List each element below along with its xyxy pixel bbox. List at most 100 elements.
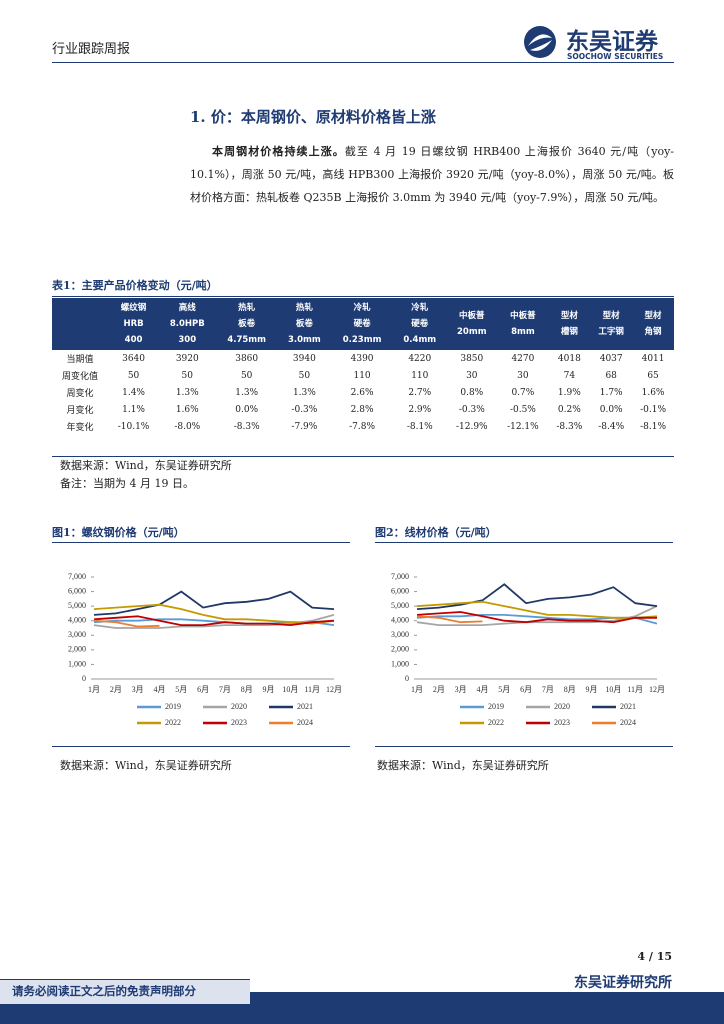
y-tick-label: 1,000 [391, 659, 409, 668]
brand-en: SOOCHOW SECURITIES [567, 52, 664, 61]
x-tick-label: 8月 [241, 685, 253, 694]
header-line: 3.0mm [287, 335, 321, 345]
chart: 0 1,000 2,000 3,000 4,000 5,000 6,000 7,000 1月 2月… [68, 572, 342, 727]
rule [52, 746, 350, 747]
y-tick-label: 4,000 [391, 616, 409, 625]
header-line: 板卷 [295, 319, 313, 329]
chart-title: 图2：线材价格（元/吨） [375, 526, 497, 539]
table: 螺纹钢 HRB 400 高线 8.0HPB 300 热轧 板卷 4.75mm 热轧 板卷 3.0mm 冷… [52, 298, 674, 435]
x-tick-label: 10月 [282, 685, 298, 694]
y-tick-label: 4,000 [68, 616, 86, 625]
table-cell: 2.6% [350, 387, 374, 398]
table-cell: -8.4% [598, 421, 625, 432]
logo-mark [524, 26, 556, 58]
series-line [416, 605, 658, 626]
header-line: 型材 [644, 311, 662, 321]
header-cell: 热轧 板卷 3.0mm [277, 298, 331, 350]
body: 截至 4 月 19 日螺纹钢 HRB400 上海报价 3640 元/吨（yoy-… [190, 145, 674, 204]
table-row: 当期值 3640 3920 3860 3940 4390 4220 3850 4270 4018 4… [52, 350, 674, 367]
y-tick-label: 0 [405, 674, 409, 683]
table-cell: 1.3% [235, 387, 259, 398]
header-cell: 中板普 8mm [497, 298, 549, 350]
x-tick-label: 12月 [649, 685, 665, 694]
x-tick-label: 4月 [476, 685, 488, 694]
legend-label: 2023 [231, 718, 247, 727]
x-tick-label: 3月 [455, 685, 467, 694]
table-cell: 3920 [175, 353, 199, 364]
table-row: 年变化 -10.1% -8.0% -8.3% -7.9% -7.8% -8.1% -12.9%… [52, 418, 674, 435]
series-line [93, 615, 335, 627]
table-cell: 4220 [408, 353, 432, 364]
table-cell: 1.3% [175, 387, 199, 398]
lead: 本周钢材价格持续上涨。 [212, 145, 345, 158]
header-line: 300 [178, 335, 197, 345]
x-tick-label: 4月 [153, 685, 165, 694]
y-tick-label: 6,000 [391, 586, 409, 595]
institute: 东吴证券研究所 [574, 975, 672, 991]
rule [52, 456, 674, 457]
table-cell: 50 [181, 370, 193, 381]
header-line: 8.0HPB [169, 319, 205, 329]
header-cell: 冷轧 硬卷 0.4mm [393, 298, 447, 350]
table-cell: -10.1% [117, 421, 150, 432]
table-cell: 0.2% [557, 404, 581, 415]
table-cell: 50 [127, 370, 140, 381]
series-line [416, 611, 657, 624]
legend-label: 2024 [297, 718, 313, 727]
table-source: 数据来源：Wind，东吴证券研究所 [60, 459, 232, 472]
table-cell: -0.1% [640, 404, 666, 415]
table-cell: -12.1% [507, 421, 539, 432]
x-tick-label: 5月 [498, 685, 510, 694]
header-line: 8mm [511, 327, 535, 337]
header-line: 高线 [178, 303, 196, 313]
table-cell: -8.3% [233, 421, 260, 432]
legend-label: 2021 [620, 702, 636, 711]
series-line [416, 583, 658, 610]
header-line: 硬卷 [353, 319, 371, 329]
y-tick-label: 6,000 [68, 586, 86, 595]
header-cell: 中板普 20mm [446, 298, 498, 350]
x-tick-label: 11月 [304, 685, 320, 694]
x-tick-label: 1月 [88, 685, 100, 694]
page-number: 4 / 15 [637, 950, 672, 963]
rule [52, 542, 350, 543]
header-cell: 型材 工字钢 [590, 298, 633, 350]
header-line: 型材 [560, 311, 578, 321]
table-cell: -7.9% [291, 421, 318, 432]
header-line: 400 [124, 335, 143, 345]
header-cell: 螺纹钢 HRB 400 [108, 298, 160, 350]
table-cell: 74 [563, 370, 576, 381]
rule [375, 542, 673, 543]
table-cell: 0.0% [235, 404, 259, 415]
brand: 东吴证券 [566, 29, 658, 55]
header-line: 中板普 [459, 311, 485, 321]
legend-label: 2020 [554, 702, 570, 711]
x-tick-label: 3月 [132, 685, 144, 694]
legend-label: 2023 [554, 718, 570, 727]
header-line: 板卷 [238, 319, 256, 329]
x-tick-label: 9月 [263, 685, 275, 694]
table-cell: 50 [298, 370, 311, 381]
disclaimer: 请务必阅读正文之后的免责声明部分 [12, 984, 196, 998]
y-tick-label: 3,000 [68, 630, 86, 639]
table-cell: 年变化 [66, 423, 94, 433]
table-cell: 月变化 [66, 406, 94, 416]
table-cell: 2.9% [408, 404, 432, 415]
table-cell: -12.9% [455, 421, 488, 432]
header-line: 型材 [602, 311, 620, 321]
table-row: 周变化值 50 50 50 50 110 110 30 30 74 68 65 [52, 367, 674, 384]
series-line [93, 603, 335, 625]
header-line: 中板普 [510, 311, 536, 321]
legend-label: 2022 [488, 718, 504, 727]
header-line: 工字钢 [598, 327, 624, 337]
series-line [416, 600, 658, 619]
table-cell: -8.1% [406, 421, 433, 432]
table-cell: 110 [411, 370, 429, 381]
x-tick-label: 11月 [627, 685, 643, 694]
rule [52, 296, 674, 297]
header-line: 20mm [457, 327, 487, 337]
table-note: 备注：当期为 4 月 19 日。 [60, 477, 194, 490]
header-line: 0.23mm [342, 335, 382, 345]
header-line: HRB [123, 319, 144, 329]
table-cell: 68 [605, 370, 617, 381]
